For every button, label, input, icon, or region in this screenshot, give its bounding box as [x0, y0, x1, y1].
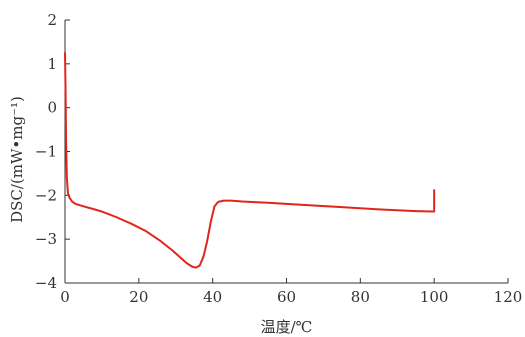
- y-tick-label: 2: [47, 11, 57, 29]
- x-tick-label: 60: [277, 288, 296, 306]
- x-axis-title: 温度/℃: [261, 318, 313, 336]
- y-tick-label: −1: [35, 143, 57, 161]
- y-tick-label: −3: [35, 230, 57, 248]
- x-tick-label: 0: [60, 288, 70, 306]
- y-axis-title: DSC/(mW•mg⁻¹): [8, 96, 26, 223]
- plot-area: [64, 51, 436, 269]
- y-tick-label: 1: [47, 55, 57, 73]
- x-tick-label: 120: [494, 288, 523, 306]
- x-tick-label: 20: [129, 288, 148, 306]
- y-tick-label: −2: [35, 186, 57, 204]
- x-tick-label: 80: [351, 288, 370, 306]
- y-tick-label: −4: [35, 274, 57, 292]
- x-tick-label: 100: [420, 288, 449, 306]
- series-line-0: [64, 51, 436, 269]
- axes: 0 20 40 60 80 100 120 −4 −3 −2 −1 0 1 2: [35, 11, 522, 306]
- y-tick-label: 0: [47, 99, 57, 117]
- x-tick-label: 40: [203, 288, 222, 306]
